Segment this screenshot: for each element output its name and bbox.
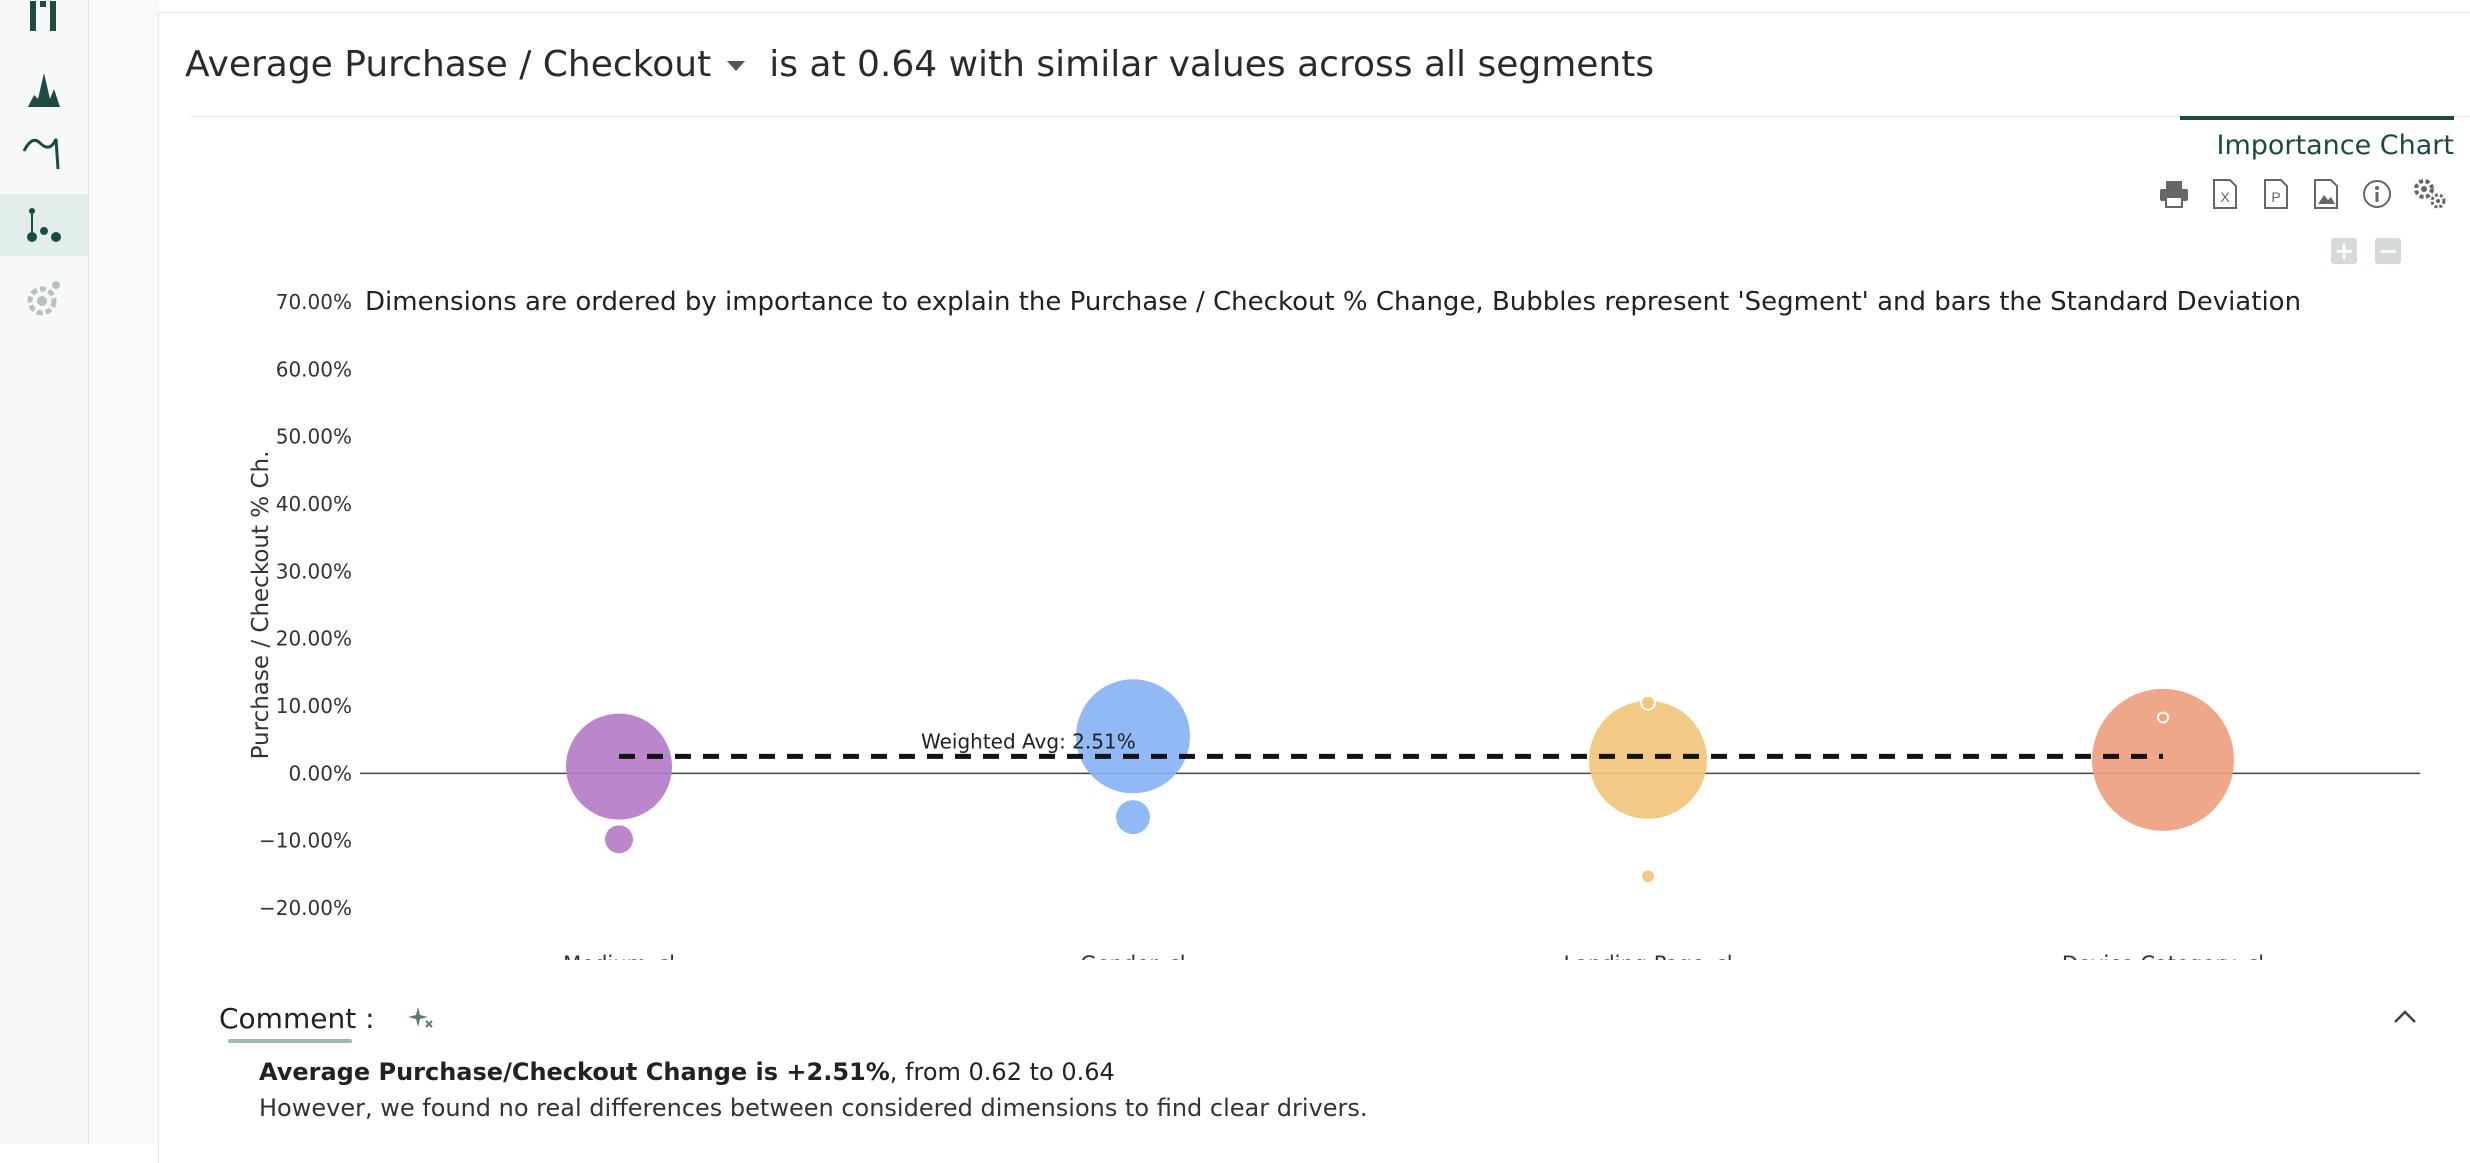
y-tick-label: 30.00%	[276, 559, 352, 583]
x-category-label: Gender_cl	[1080, 952, 1185, 960]
x-category-label: Device.Category_cl	[2062, 952, 2264, 960]
info-icon	[2363, 180, 2391, 208]
zoom-out-button[interactable]: −	[2375, 238, 2401, 264]
segment-bubble	[605, 825, 633, 854]
settings-gear-icon	[27, 281, 60, 316]
chart-settings-button[interactable]	[2412, 176, 2448, 212]
settings-icon	[2414, 179, 2446, 209]
header-divider	[190, 116, 2470, 117]
chevron-up-icon	[2394, 1010, 2416, 1023]
metric-dropdown[interactable]: Average Purchase / Checkout	[185, 44, 769, 85]
y-tick-label: 0.00%	[288, 761, 352, 785]
sidebar-item-bar-chart[interactable]	[0, 0, 88, 48]
sparkle-icon	[408, 1007, 433, 1028]
scatter-icon	[27, 208, 61, 242]
segment-bubble	[1076, 679, 1190, 794]
bar-chart-icon	[30, 1, 56, 31]
segment-bubble	[1589, 700, 1707, 819]
image-export-icon	[2314, 179, 2338, 209]
y-axis-label: Purchase / Checkout % Ch.	[248, 451, 274, 760]
y-tick-label: 60.00%	[276, 357, 352, 381]
y-tick-label: 40.00%	[276, 492, 352, 516]
segment-bubble	[2092, 688, 2234, 831]
comment-highlight: Average Purchase/Checkout Change is +2.5…	[259, 1058, 890, 1086]
headline: Average Purchase / Checkout is at 0.64 w…	[185, 40, 1654, 88]
svg-text:P: P	[2271, 189, 2280, 205]
y-tick-label: −20.00%	[259, 896, 352, 920]
y-tick-label: 70.00%	[276, 290, 352, 314]
headline-summary: is at 0.64 with similar values across al…	[769, 43, 1655, 85]
zoom-in-button[interactable]: +	[2331, 238, 2357, 264]
y-tick-label: 20.00%	[276, 627, 352, 651]
print-button[interactable]	[2156, 176, 2192, 212]
info-button[interactable]	[2359, 176, 2395, 212]
analysis-panel	[158, 12, 2470, 1163]
sidebar-item-settings[interactable]	[0, 266, 88, 328]
sidebar-item-distribution[interactable]	[0, 56, 88, 118]
segment-bubble	[1116, 800, 1150, 835]
comment-underline	[228, 1039, 352, 1043]
collapse-comment-button[interactable]	[2392, 1008, 2418, 1030]
y-tick-label: 10.00%	[276, 694, 352, 718]
segment-bubble	[1640, 694, 1656, 711]
segment-bubble	[566, 713, 672, 820]
sidebar-item-scatter[interactable]	[0, 194, 88, 256]
comment-text-line1: Average Purchase/Checkout Change is +2.5…	[259, 1058, 1115, 1086]
export-excel-button[interactable]: X	[2207, 176, 2243, 212]
y-tick-label: 50.00%	[276, 425, 352, 449]
metric-name: Average Purchase / Checkout	[185, 43, 712, 85]
export-powerpoint-button[interactable]: P	[2258, 176, 2294, 212]
excel-export-icon: X	[2213, 179, 2237, 209]
distribution-icon	[28, 73, 60, 107]
sidebar-gutter	[89, 0, 159, 1144]
svg-text:X: X	[2220, 189, 2230, 205]
x-category-label: Medium_cl	[563, 952, 675, 960]
x-category-label: Landing.Page_cl	[1563, 952, 1732, 960]
segment-bubble	[1640, 868, 1656, 885]
comment-range: , from 0.62 to 0.64	[889, 1058, 1115, 1086]
trend-curve-icon	[22, 138, 60, 170]
caret-down-icon	[727, 61, 746, 71]
comment-label: Comment :	[219, 1002, 375, 1035]
sidebar-item-trend[interactable]	[0, 120, 88, 182]
comment-text-line2: However, we found no real differences be…	[259, 1094, 1368, 1122]
tab-importance-chart[interactable]: Importance Chart	[2180, 116, 2454, 161]
powerpoint-export-icon: P	[2264, 179, 2288, 209]
segment-bubble	[2157, 711, 2169, 724]
export-image-button[interactable]	[2308, 176, 2344, 212]
print-icon	[2160, 181, 2188, 208]
weighted-avg-label: Weighted Avg: 2.51%	[921, 729, 1136, 753]
importance-chart: Dimensions are ordered by importance to …	[248, 287, 2420, 960]
ai-sparkle-button[interactable]	[408, 1005, 434, 1035]
chart-title: Dimensions are ordered by importance to …	[365, 287, 2301, 317]
y-tick-label: −10.00%	[259, 829, 352, 853]
sidebar-nav	[0, 0, 89, 1144]
